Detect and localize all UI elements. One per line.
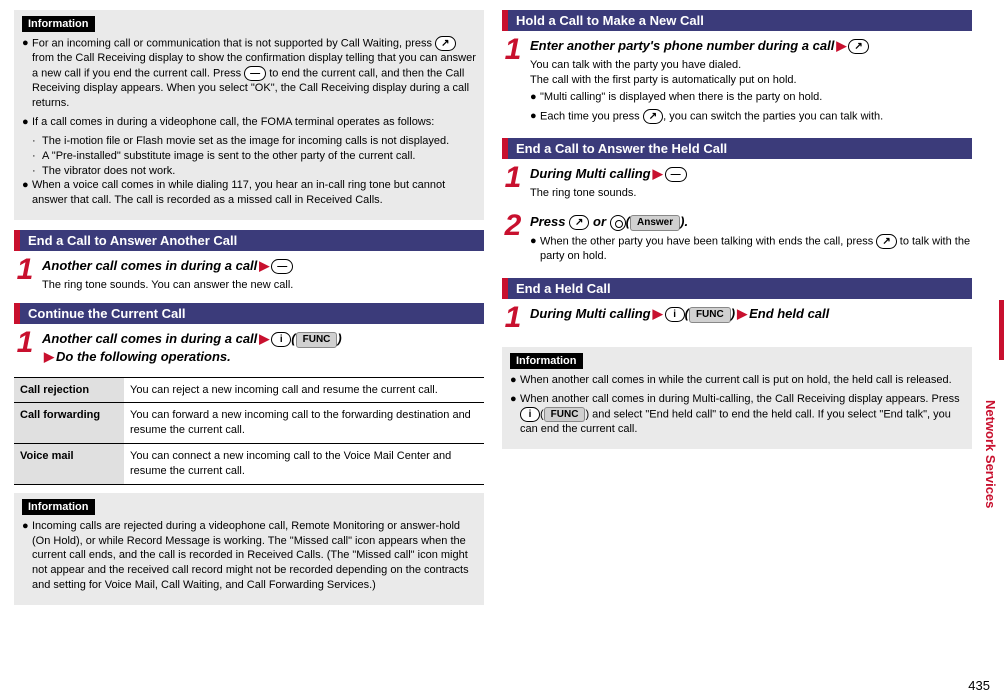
arrow-icon: ▶ <box>735 306 749 321</box>
page-number: 435 <box>968 678 990 693</box>
step-title: Another call comes in during a call▶— <box>42 257 484 275</box>
info-text: Incoming calls are rejected during a vid… <box>32 519 476 593</box>
step-title: Enter another party's phone number durin… <box>530 37 972 55</box>
end-key-icon: — <box>244 66 266 81</box>
info-bullet: ● When a voice call comes in while diali… <box>22 178 476 208</box>
step-desc: The ring tone sounds. <box>530 186 972 201</box>
i-key-icon: i <box>665 307 685 322</box>
arrow-icon: ▶ <box>257 331 271 346</box>
arrow-icon: ▶ <box>42 349 56 364</box>
option-label: Voice mail <box>14 444 124 485</box>
arrow-icon: ▶ <box>257 258 271 273</box>
option-label: Call forwarding <box>14 403 124 444</box>
table-row: Voice mail You can connect a new incomin… <box>14 444 484 485</box>
call-key-icon: ↗ <box>643 109 663 124</box>
step-desc: ●When the other party you have been talk… <box>530 234 972 264</box>
step-number: 2 <box>502 211 524 241</box>
option-desc: You can connect a new incoming call to t… <box>124 444 484 485</box>
step: 1 Another call comes in during a call▶— … <box>14 255 484 293</box>
arrow-icon: ▶ <box>834 38 848 53</box>
i-key-icon: i <box>271 332 291 347</box>
func-label: FUNC <box>689 307 731 323</box>
step: 1 Another call comes in during a call▶i(… <box>14 328 484 366</box>
information-badge: Information <box>22 499 95 515</box>
end-key-icon: — <box>271 259 293 274</box>
section-heading: End a Call to Answer Another Call <box>14 230 484 251</box>
info-bullet: ● When another call comes in during Mult… <box>510 392 964 437</box>
step-title: During Multi calling▶i(FUNC)▶End held ca… <box>530 305 972 323</box>
step: 1 Enter another party's phone number dur… <box>502 35 972 128</box>
info-bullet: ● When another call comes in while the c… <box>510 373 964 388</box>
info-bullet: ● Incoming calls are rejected during a v… <box>22 519 476 593</box>
step-number: 1 <box>502 303 524 333</box>
information-badge: Information <box>22 16 95 32</box>
section-heading: End a Held Call <box>502 278 972 299</box>
right-column: Hold a Call to Make a New Call 1 Enter a… <box>502 10 972 615</box>
info-text: When a voice call comes in while dialing… <box>32 178 476 208</box>
info-text: For an incoming call or communication th… <box>32 36 476 111</box>
option-desc: You can forward a new incoming call to t… <box>124 403 484 444</box>
step-desc: You can talk with the party you have dia… <box>530 58 972 124</box>
step-number: 1 <box>502 163 524 193</box>
call-key-icon: ↗ <box>876 234 896 249</box>
info-box-top: Information ● For an incoming call or co… <box>14 10 484 220</box>
option-label: Call rejection <box>14 377 124 403</box>
section-heading: End a Call to Answer the Held Call <box>502 138 972 159</box>
info-text: If a call comes in during a videophone c… <box>32 115 476 130</box>
call-key-icon: ↗ <box>435 36 455 51</box>
step-desc: The ring tone sounds. You can answer the… <box>42 278 484 293</box>
table-row: Call forwarding You can forward a new in… <box>14 403 484 444</box>
info-text: When another call comes in during Multi-… <box>520 392 964 437</box>
step-title: Another call comes in during a call▶i(FU… <box>42 330 484 366</box>
func-label: FUNC <box>296 332 338 348</box>
center-key-icon <box>610 215 626 231</box>
arrow-icon: ▶ <box>651 166 665 181</box>
step-number: 1 <box>502 35 524 65</box>
side-tab-label: Network Services <box>983 400 998 508</box>
info-box-right: Information ● When another call comes in… <box>502 347 972 449</box>
step-title: During Multi calling▶— <box>530 165 972 183</box>
info-sub: ·The i-motion file or Flash movie set as… <box>32 134 476 149</box>
bullet-dot: ● <box>22 178 32 208</box>
step: 2 Press ↗ or (Answer). ●When the other p… <box>502 211 972 268</box>
bullet-dot: ● <box>510 373 520 388</box>
step-number: 1 <box>14 255 36 285</box>
bullet-dot: ● <box>510 392 520 437</box>
info-box-bottom: Information ● Incoming calls are rejecte… <box>14 493 484 605</box>
info-bullet: ● For an incoming call or communication … <box>22 36 476 111</box>
bullet-dot: ● <box>22 519 32 593</box>
func-label: FUNC <box>544 407 586 423</box>
option-desc: You can reject a new incoming call and r… <box>124 377 484 403</box>
options-table: Call rejection You can reject a new inco… <box>14 377 484 485</box>
step-title: Press ↗ or (Answer). <box>530 213 972 231</box>
info-sub: ·The vibrator does not work. <box>32 164 476 179</box>
info-text: When another call comes in while the cur… <box>520 373 964 388</box>
info-bullet: ● If a call comes in during a videophone… <box>22 115 476 130</box>
section-heading: Hold a Call to Make a New Call <box>502 10 972 31</box>
step: 1 During Multi calling▶— The ring tone s… <box>502 163 972 201</box>
end-key-icon: — <box>665 167 687 182</box>
section-heading: Continue the Current Call <box>14 303 484 324</box>
table-row: Call rejection You can reject a new inco… <box>14 377 484 403</box>
info-sub: ·A "Pre-installed" substitute image is s… <box>32 149 476 164</box>
arrow-icon: ▶ <box>651 306 665 321</box>
side-accent-bar <box>999 300 1004 360</box>
call-key-icon: ↗ <box>848 39 868 54</box>
call-key-icon: ↗ <box>569 215 589 230</box>
i-key-icon: i <box>520 407 540 422</box>
bullet-dot: ● <box>22 36 32 111</box>
information-badge: Information <box>510 353 583 369</box>
step: 1 During Multi calling▶i(FUNC)▶End held … <box>502 303 972 333</box>
bullet-dot: ● <box>22 115 32 130</box>
left-column: Information ● For an incoming call or co… <box>14 10 484 615</box>
answer-label: Answer <box>630 215 680 231</box>
step-number: 1 <box>14 328 36 358</box>
